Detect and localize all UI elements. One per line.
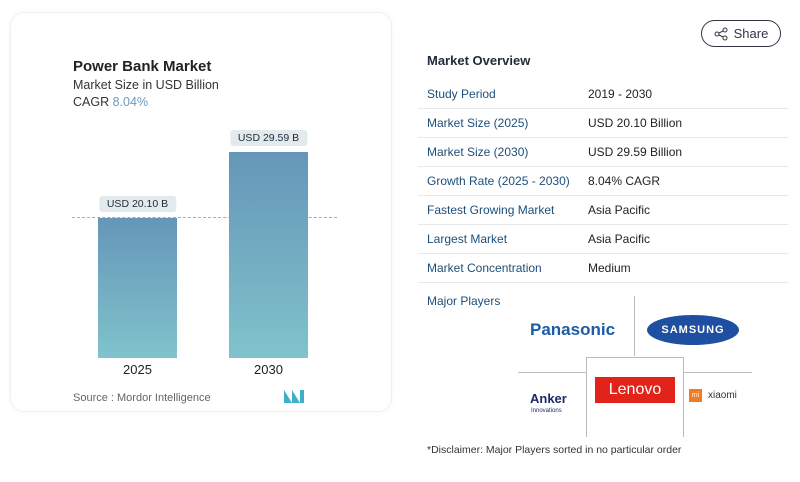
anker-logo: Anker xyxy=(530,391,567,406)
share-icon xyxy=(714,27,728,40)
samsung-logo: SAMSUNG xyxy=(647,315,739,345)
x-tick-label: 2030 xyxy=(254,362,283,377)
chart-card xyxy=(10,12,392,412)
disclaimer: *Disclaimer: Major Players sorted in no … xyxy=(427,444,682,456)
overview-row: Market Size (2025) USD 20.10 Billion xyxy=(418,109,788,138)
anker-sub: Innovations xyxy=(531,408,562,414)
row-value: 2019 - 2030 xyxy=(588,87,653,101)
row-value: USD 29.59 Billion xyxy=(588,145,683,159)
lenovo-logo: Lenovo xyxy=(595,377,675,403)
bar-2025 xyxy=(98,218,177,358)
reference-line xyxy=(72,217,337,218)
source: Source : Mordor Intelligence xyxy=(73,392,211,404)
major-players-title: Major Players xyxy=(427,294,501,308)
row-key: Study Period xyxy=(427,87,496,101)
row-key: Growth Rate (2025 - 2030) xyxy=(427,174,570,188)
overview-row: Market Size (2030) USD 29.59 Billion xyxy=(418,138,788,167)
row-key: Market Size (2030) xyxy=(427,145,529,159)
overview-row: Market Concentration Medium xyxy=(418,254,788,283)
logo-frame xyxy=(586,357,684,437)
cagr-label: CAGR xyxy=(73,95,110,109)
row-key: Largest Market xyxy=(427,232,508,246)
xiaomi-logo: xiaomi xyxy=(708,390,737,401)
divider xyxy=(684,372,752,373)
row-key: Market Size (2025) xyxy=(427,116,529,130)
data-label: USD 20.10 B xyxy=(98,196,177,213)
row-key: Fastest Growing Market xyxy=(427,203,555,217)
overview-title: Market Overview xyxy=(427,53,531,68)
panasonic-logo: Panasonic xyxy=(530,320,616,339)
divider xyxy=(634,296,635,356)
row-value: Asia Pacific xyxy=(588,203,651,217)
row-value: USD 20.10 Billion xyxy=(588,116,683,130)
overview-row: Growth Rate (2025 - 2030) 8.04% CAGR xyxy=(418,167,788,196)
mordor-logo-icon xyxy=(284,390,304,403)
overview-row: Study Period 2019 - 2030 xyxy=(418,80,788,109)
row-value: 8.04% CAGR xyxy=(588,174,661,188)
share-button[interactable]: Share xyxy=(701,20,781,47)
cagr-value: 8.04% xyxy=(112,95,149,109)
x-tick-label: 2025 xyxy=(123,362,152,377)
row-value: Asia Pacific xyxy=(588,232,651,246)
cagr: CAGR 8.04% xyxy=(73,95,148,109)
chart-subtitle: Market Size in USD Billion xyxy=(73,78,219,92)
data-label: USD 29.59 B xyxy=(229,130,308,146)
overview-row: Largest Market Asia Pacific xyxy=(418,225,788,254)
mi-logo: mi xyxy=(689,389,702,402)
divider xyxy=(518,372,586,373)
chart-title: Power Bank Market xyxy=(73,58,212,75)
overview-row: Fastest Growing Market Asia Pacific xyxy=(418,196,788,225)
row-key: Market Concentration xyxy=(427,261,542,275)
bar-2030 xyxy=(229,152,308,358)
share-label: Share xyxy=(733,26,769,41)
row-value: Medium xyxy=(588,261,631,275)
